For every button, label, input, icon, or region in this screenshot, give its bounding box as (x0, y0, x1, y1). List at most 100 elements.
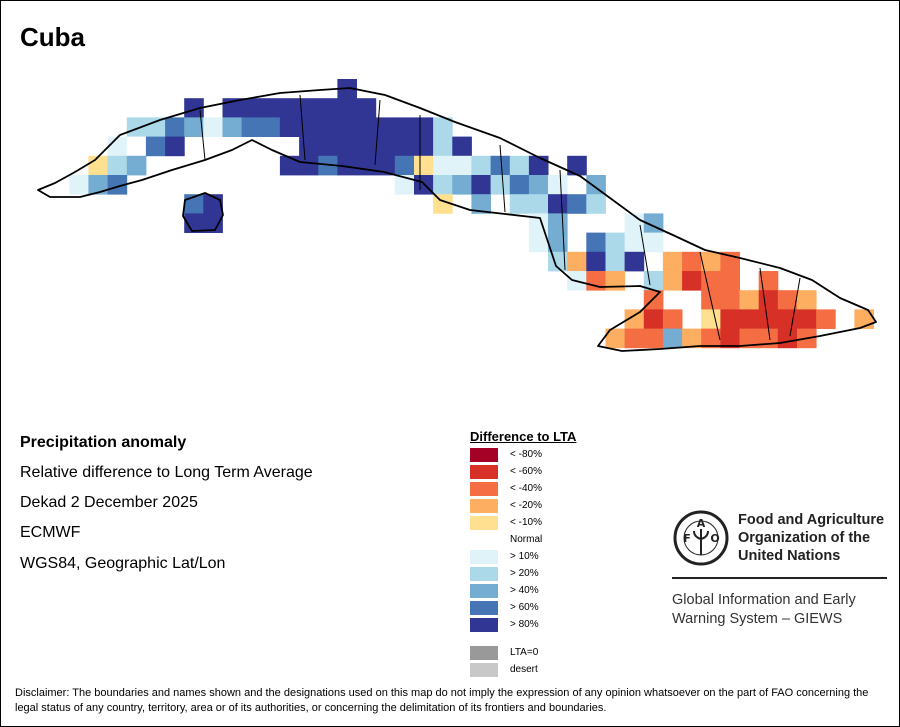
grid-cell (528, 232, 549, 253)
fao-logo-icon: A F O (673, 510, 729, 566)
grid-cell (528, 155, 549, 176)
isla-de-la-juventud-coastline (182, 192, 224, 232)
grid-cell (586, 251, 606, 272)
grid-cell (356, 136, 377, 157)
grid-cell (586, 175, 606, 195)
grid-cell (586, 194, 606, 214)
legend-label: > 20% (510, 568, 539, 579)
legend-title: Difference to LTA (470, 429, 577, 444)
grid-cell (318, 98, 338, 118)
grid-cell (241, 98, 262, 118)
grid-cell (375, 155, 396, 176)
grid-cell (777, 290, 798, 310)
grid-cell (126, 136, 147, 157)
grid-cell (471, 175, 491, 195)
grid-cell (797, 290, 817, 310)
svg-text:A: A (697, 517, 706, 530)
disclaimer: Disclaimer: The boundaries and names sho… (15, 687, 869, 714)
grid-cell (299, 98, 319, 118)
legend-swatch (470, 646, 498, 660)
grid-cell (318, 117, 338, 137)
grid-cell (356, 98, 377, 118)
grid-cell (452, 175, 472, 195)
grid-cell (375, 136, 396, 157)
grid-cell (337, 117, 357, 137)
grid-cell (758, 290, 779, 310)
grid-cell (452, 136, 472, 157)
grid-cell (509, 175, 530, 195)
grid-cell (260, 117, 281, 137)
legend-swatch (470, 448, 498, 462)
svg-text:F: F (683, 532, 691, 545)
grid-cell (126, 117, 147, 137)
legend-label: desert (510, 664, 538, 675)
legend-label: < -20% (510, 500, 542, 511)
grid-cell (720, 290, 740, 310)
grid-cell (356, 155, 377, 176)
grid-cell (184, 98, 204, 118)
grid-cell (548, 213, 568, 233)
grid-cell (682, 271, 702, 291)
grid-cell (433, 117, 453, 137)
grid-cell (203, 213, 223, 233)
fao-name-line2: Organization of the (738, 530, 871, 546)
grid-cell (356, 117, 377, 137)
grid-cell (299, 136, 319, 157)
grid-cell (490, 155, 511, 176)
grid-cell (567, 194, 587, 214)
legend-label: LTA=0 (510, 647, 539, 658)
grid-cell (279, 155, 300, 176)
legend-label: < -40% (510, 483, 542, 494)
grid-cell (739, 309, 760, 329)
grid-cell (222, 117, 243, 137)
grid-cell (145, 117, 166, 137)
grid-cell (414, 117, 434, 137)
grid-cell (739, 290, 760, 310)
grid-cell (567, 155, 587, 176)
legend-label: Normal (510, 534, 543, 545)
grid-cell (184, 213, 204, 233)
grid-cell (720, 328, 740, 349)
legend-label: > 10% (510, 551, 539, 562)
grid-cell (279, 117, 300, 137)
grid-cell (471, 155, 491, 176)
grid-cell (624, 232, 645, 253)
grid-cell (414, 155, 434, 176)
legend-label: > 60% (510, 602, 539, 613)
grid-cell (241, 117, 262, 137)
grid-cell (701, 271, 721, 291)
grid-cell (184, 117, 204, 137)
info-projection: WGS84, Geographic Lat/Lon (20, 555, 226, 572)
grid-cell (682, 251, 702, 272)
legend-swatch (470, 601, 498, 615)
svg-text:O: O (710, 532, 719, 545)
giews-line1: Global Information and Early (672, 592, 856, 608)
grid-cell (624, 213, 645, 233)
map-title: Cuba (20, 22, 85, 52)
grid-cell (662, 271, 683, 291)
grid-cell (643, 328, 664, 349)
legend-swatch (470, 499, 498, 513)
grid-cell (318, 155, 338, 176)
grid-cell (662, 309, 683, 329)
info-period: Dekad 2 December 2025 (20, 494, 198, 511)
grid-cell (203, 117, 223, 137)
grid-cell (643, 232, 664, 253)
legend-swatch (470, 465, 498, 479)
legend-swatch (470, 663, 498, 677)
anomaly-grid (69, 79, 874, 349)
grid-cell (586, 232, 606, 253)
grid-cell (605, 232, 626, 253)
grid-cell (548, 232, 568, 253)
grid-cell (337, 155, 357, 176)
grid-cell (88, 155, 108, 176)
legend-label: < -60% (510, 466, 542, 477)
grid-cell (260, 98, 281, 118)
grid-cell (299, 155, 319, 176)
grid-cell (701, 251, 721, 272)
grid-cell (720, 309, 740, 329)
grid-cell (528, 175, 549, 195)
grid-cell (528, 194, 549, 214)
legend-swatch (470, 567, 498, 581)
grid-cell (758, 271, 779, 291)
